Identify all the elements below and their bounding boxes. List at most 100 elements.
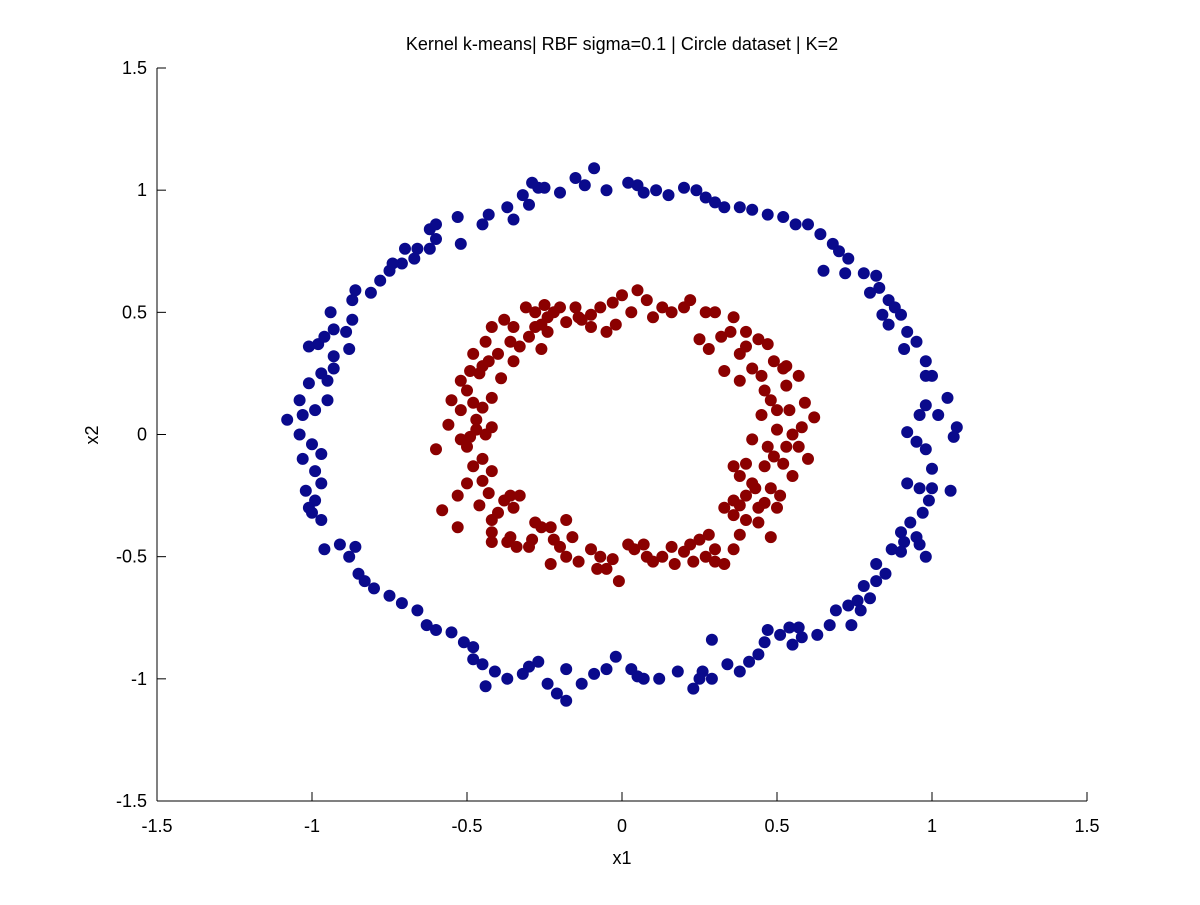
data-point-series-2 xyxy=(606,553,619,566)
data-point-series-2 xyxy=(752,333,765,346)
data-point-series-1 xyxy=(560,694,573,707)
y-tick-label: 1 xyxy=(137,180,147,200)
data-point-series-2 xyxy=(479,428,492,441)
data-point-series-1 xyxy=(411,604,424,617)
data-point-series-2 xyxy=(504,335,517,348)
data-point-series-2 xyxy=(575,313,588,326)
data-point-series-2 xyxy=(445,394,458,407)
data-point-series-2 xyxy=(640,550,653,563)
data-point-series-1 xyxy=(671,665,684,678)
data-point-series-1 xyxy=(690,184,703,197)
data-point-series-1 xyxy=(346,313,359,326)
chart-title: Kernel k-means| RBF sigma=0.1 | Circle d… xyxy=(406,34,838,54)
data-point-series-1 xyxy=(876,308,889,321)
data-point-series-1 xyxy=(653,672,666,685)
data-point-series-2 xyxy=(792,440,805,453)
data-point-series-2 xyxy=(485,321,498,333)
data-point-series-1 xyxy=(588,162,601,175)
data-point-series-2 xyxy=(718,365,731,377)
data-point-series-2 xyxy=(485,514,498,526)
data-point-series-2 xyxy=(746,362,759,375)
data-point-series-2 xyxy=(535,318,548,331)
data-point-series-2 xyxy=(755,409,768,421)
data-point-series-1 xyxy=(327,350,340,363)
data-point-series-2 xyxy=(699,550,712,563)
data-point-series-1 xyxy=(479,680,492,693)
data-point-series-2 xyxy=(523,330,535,343)
data-point-series-2 xyxy=(758,460,771,473)
x-tick-label: -1.5 xyxy=(141,816,172,836)
data-point-series-2 xyxy=(451,521,464,534)
data-point-series-1 xyxy=(501,672,514,685)
data-point-series-1 xyxy=(919,355,932,368)
data-point-series-2 xyxy=(476,474,489,487)
data-point-series-1 xyxy=(882,318,895,331)
data-point-series-2 xyxy=(758,384,771,397)
data-point-series-2 xyxy=(631,284,644,297)
data-point-series-2 xyxy=(795,421,808,434)
data-point-series-1 xyxy=(395,597,408,610)
data-point-series-2 xyxy=(535,343,548,355)
data-point-series-1 xyxy=(293,428,306,441)
data-point-series-2 xyxy=(492,347,504,360)
data-point-series-1 xyxy=(383,589,396,602)
data-point-series-1 xyxy=(420,619,433,632)
data-point-series-1 xyxy=(910,435,923,448)
data-point-series-1 xyxy=(839,267,852,280)
data-point-series-2 xyxy=(523,540,535,553)
data-point-series-2 xyxy=(764,394,777,407)
data-point-series-1 xyxy=(842,599,855,612)
data-point-series-2 xyxy=(792,369,805,382)
data-point-series-1 xyxy=(569,172,582,184)
data-point-series-1 xyxy=(752,648,765,661)
data-point-series-1 xyxy=(916,506,929,519)
data-point-series-1 xyxy=(904,516,917,529)
data-point-series-1 xyxy=(315,448,328,460)
data-point-series-1 xyxy=(299,484,312,497)
data-point-series-2 xyxy=(544,558,557,570)
data-point-series-2 xyxy=(761,338,774,351)
data-point-series-1 xyxy=(318,543,331,556)
data-point-series-2 xyxy=(485,536,498,548)
data-point-series-2 xyxy=(501,536,514,548)
data-point-series-1 xyxy=(811,628,824,641)
data-point-series-1 xyxy=(516,667,529,680)
data-point-series-2 xyxy=(740,325,752,338)
data-point-series-1 xyxy=(501,201,514,214)
data-point-series-1 xyxy=(532,655,545,668)
data-point-series-1 xyxy=(941,391,954,404)
data-point-series-2 xyxy=(656,301,669,314)
data-point-series-2 xyxy=(678,301,690,314)
data-point-series-2 xyxy=(780,379,793,392)
data-point-series-2 xyxy=(442,418,455,431)
data-point-series-1 xyxy=(944,484,957,497)
data-point-series-1 xyxy=(743,655,756,668)
data-point-series-1 xyxy=(343,550,356,563)
data-point-series-1 xyxy=(296,452,309,465)
data-point-series-1 xyxy=(309,465,322,478)
data-point-series-2 xyxy=(647,311,659,324)
data-point-series-2 xyxy=(485,391,498,404)
data-point-series-1 xyxy=(650,184,663,197)
data-point-series-1 xyxy=(833,245,845,258)
data-point-series-1 xyxy=(575,677,588,690)
data-point-series-1 xyxy=(870,269,883,282)
data-point-series-2 xyxy=(538,299,551,311)
data-point-series-1 xyxy=(321,394,334,407)
data-point-series-1 xyxy=(430,218,442,231)
data-point-series-2 xyxy=(625,306,638,319)
data-point-series-2 xyxy=(594,550,607,563)
data-point-series-2 xyxy=(467,396,480,409)
data-point-series-1 xyxy=(423,242,436,255)
data-point-series-2 xyxy=(616,289,628,302)
data-point-series-1 xyxy=(349,540,362,553)
data-point-series-2 xyxy=(507,355,520,368)
data-point-series-1 xyxy=(315,367,328,380)
data-point-series-1 xyxy=(885,543,898,556)
data-point-series-2 xyxy=(699,306,712,319)
data-point-series-1 xyxy=(523,198,535,211)
data-point-series-2 xyxy=(513,340,526,353)
data-point-series-1 xyxy=(309,404,322,417)
data-point-series-1 xyxy=(932,409,945,421)
